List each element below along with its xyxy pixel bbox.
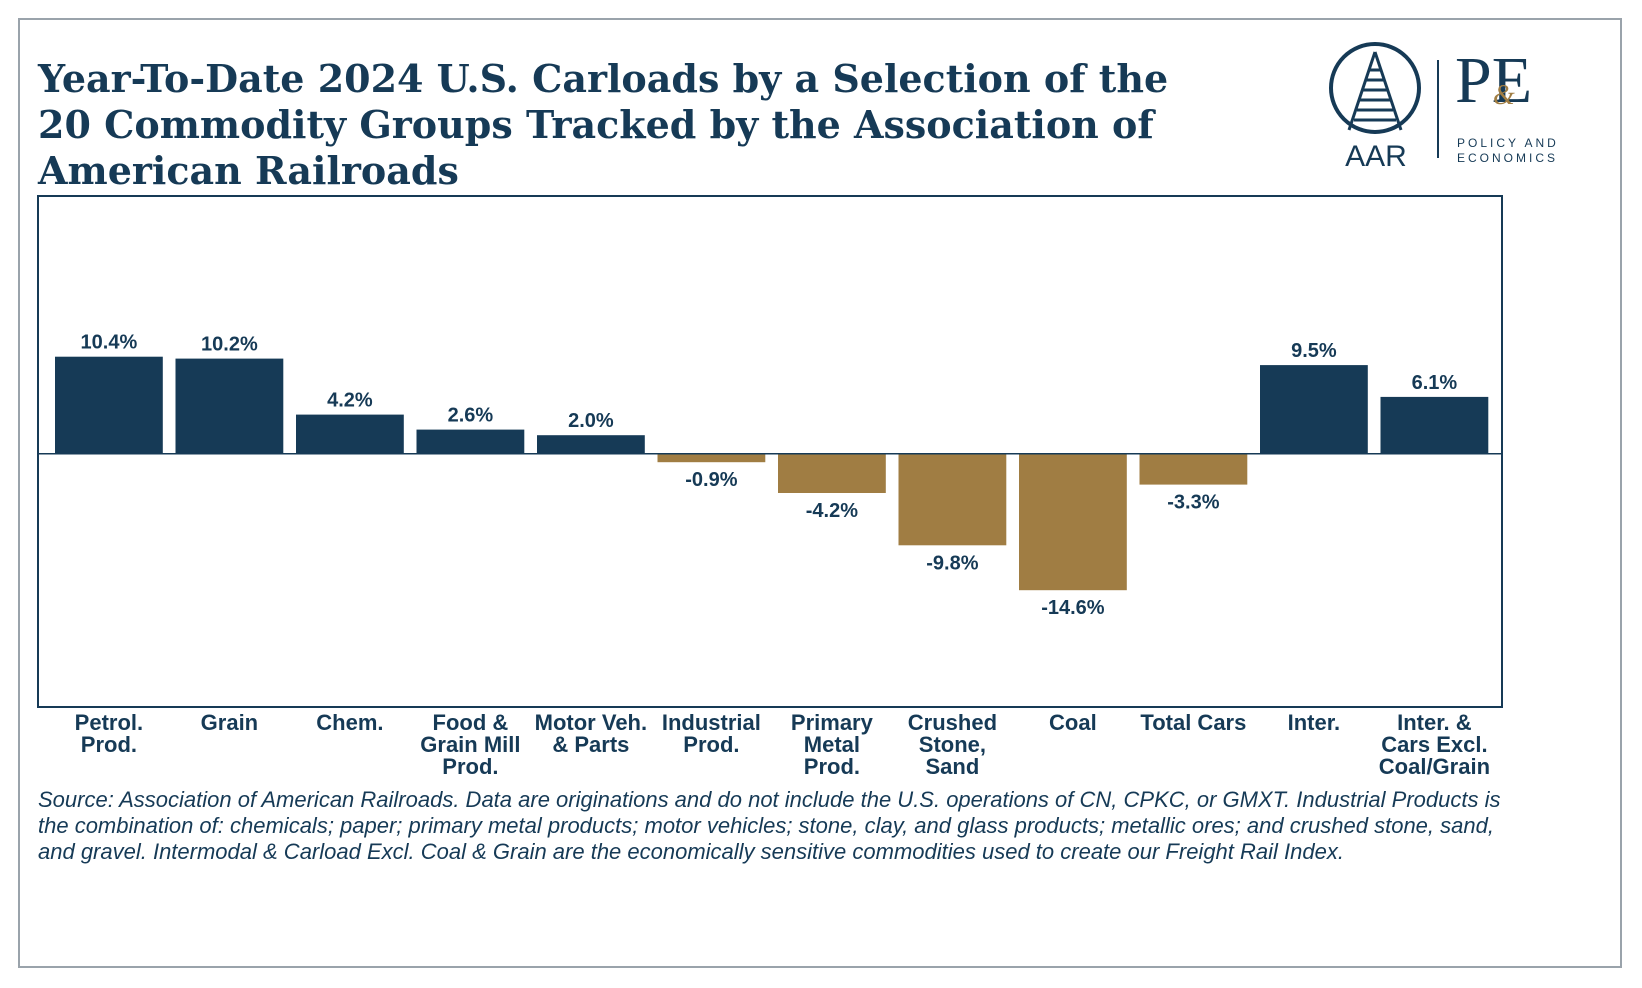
bar-data-label: -14.6% [1041, 597, 1105, 619]
bar [1139, 453, 1248, 485]
bar [898, 453, 1007, 546]
bar-data-label: 10.2% [201, 334, 258, 356]
category-label: Food & Grain Mill Prod. [420, 710, 521, 779]
bar-data-label: 9.5% [1291, 340, 1337, 362]
bar [537, 435, 645, 454]
bar-data-label: 2.0% [568, 410, 614, 432]
bar [296, 414, 404, 454]
aar-logo-text: AAR [1345, 140, 1407, 173]
bar [1380, 396, 1489, 454]
bar-data-label: -9.8% [926, 552, 978, 574]
category-label: Crushed Stone, Sand [907, 710, 998, 779]
pe-logo-ampersand: & [1493, 80, 1515, 111]
category-axis-labels: Petrol. Prod. Grain Chem. Food & Grain Mill… [0, 710, 1642, 790]
category-label: Industrial Prod. [661, 710, 761, 757]
bar-data-label: 10.4% [81, 332, 138, 354]
chart-plot-area [37, 195, 1503, 708]
logo-divider [1437, 60, 1439, 158]
category-label: Motor Veh. & Parts [534, 710, 648, 757]
pe-logo-subtitle: POLICY AND ECONOMICS [1457, 136, 1559, 165]
category-label: Coal [1049, 710, 1097, 735]
bar-data-label: 6.1% [1412, 372, 1458, 394]
bar [55, 356, 163, 454]
category-label: Primary Metal Prod. [790, 710, 873, 779]
bar [1260, 365, 1368, 454]
chart-title: Year-To-Date 2024 U.S. Carloads by a Sel… [38, 56, 1169, 193]
bar [175, 358, 284, 454]
bar-data-label: 2.6% [448, 405, 494, 427]
bar [657, 453, 766, 463]
bar [416, 429, 525, 454]
category-label: Petrol. Prod. [74, 710, 144, 757]
bar [778, 453, 886, 493]
category-label: Inter. [1287, 710, 1341, 735]
bar [1019, 453, 1127, 591]
logo-area: AAR PE & POLICY AND ECONOMICS [1325, 40, 1595, 180]
aar-railroad-logo-icon [1329, 42, 1421, 134]
category-label: Inter. & Cars Excl. Coal/Grain [1378, 710, 1491, 779]
category-label: Chem. [316, 710, 384, 735]
category-label: Total Cars [1140, 710, 1247, 735]
pe-logo-text: PE [1455, 44, 1533, 117]
category-label: Grain [200, 710, 259, 735]
bar-data-label: -0.9% [685, 469, 737, 491]
bar-data-label: -3.3% [1167, 492, 1219, 514]
bar-data-label: 4.2% [327, 390, 373, 412]
source-note: Source: Association of American Railroad… [38, 787, 1501, 864]
bar-data-label: -4.2% [806, 500, 858, 522]
